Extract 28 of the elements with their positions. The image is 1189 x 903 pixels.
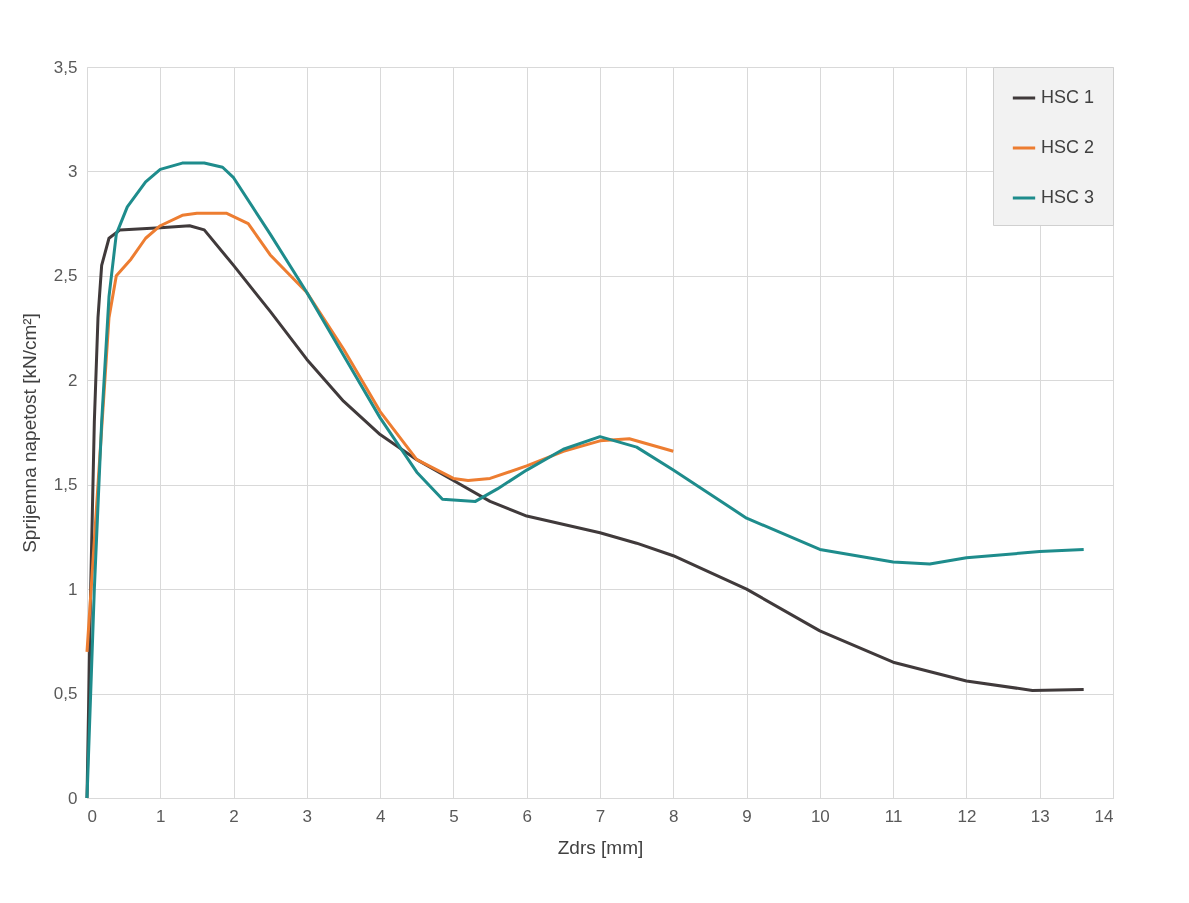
x-tick-label: 11 <box>884 806 903 826</box>
y-tick-label: 2,5 <box>53 266 78 286</box>
x-tick-label: 9 <box>742 806 752 826</box>
x-tick-label: 3 <box>302 806 313 826</box>
legend-label: HSC 2 <box>1041 137 1095 157</box>
x-axis-title: Zdrs [mm] <box>557 836 644 858</box>
y-tick-label: 2 <box>68 370 78 390</box>
y-tick-label: 3,5 <box>53 57 78 77</box>
x-tick-label: 0 <box>87 806 97 826</box>
x-tick-label: 13 <box>1030 806 1050 826</box>
legend-label: HSC 1 <box>1041 87 1095 107</box>
x-tick-label: 5 <box>449 806 459 826</box>
x-tick-label: 12 <box>957 806 977 826</box>
x-tick-label: 10 <box>810 806 830 826</box>
y-tick-label: 0,5 <box>53 684 78 704</box>
x-tick-label: 1 <box>156 806 166 826</box>
x-tick-label: 6 <box>522 806 532 826</box>
y-axis-title: Sprijemna napetost [kN/cm²] <box>18 313 40 553</box>
y-tick-label: 1,5 <box>53 475 78 495</box>
y-tick-label: 0 <box>68 788 78 808</box>
legend-label: HSC 3 <box>1041 187 1095 207</box>
x-tick-label: 4 <box>375 806 386 826</box>
x-tick-label: 7 <box>595 806 606 826</box>
y-tick-label: 1 <box>68 579 78 599</box>
y-tick-label: 3 <box>68 161 78 181</box>
x-tick-label: 14 <box>1094 806 1114 826</box>
x-tick-label: 2 <box>229 806 239 826</box>
x-tick-label: 8 <box>669 806 679 826</box>
